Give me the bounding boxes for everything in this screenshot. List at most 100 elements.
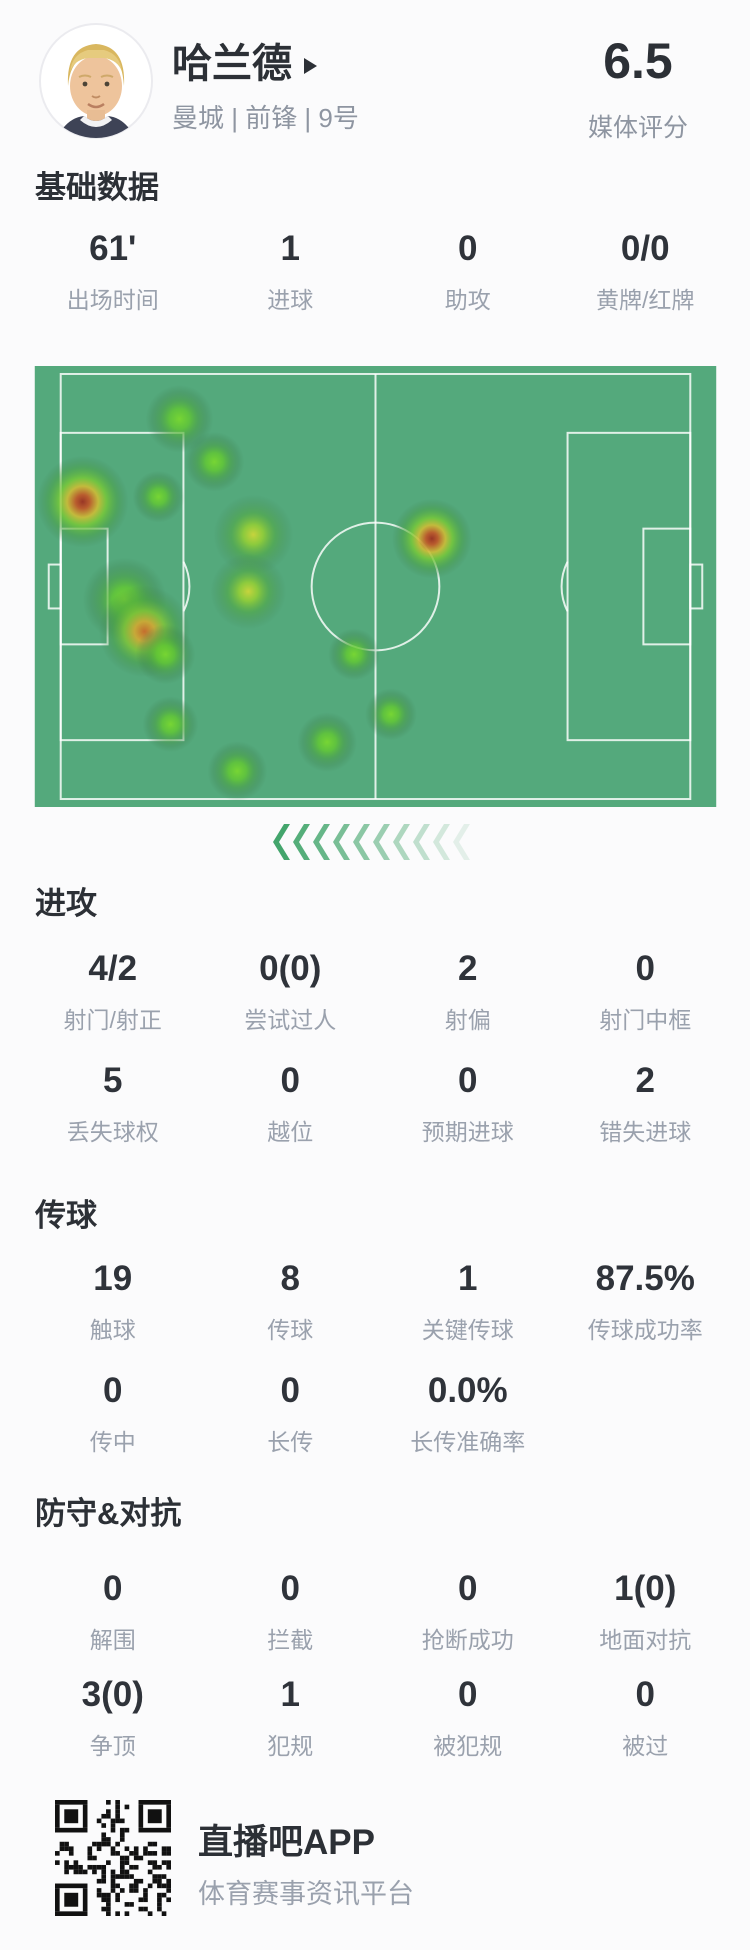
heat-blob [391, 498, 472, 579]
stat-label: 触球 [89, 1316, 136, 1343]
stat-label: 长传 [267, 1428, 314, 1455]
stat-label: 进球 [267, 286, 314, 313]
stat-cell: 2 错失进球 [557, 1061, 735, 1147]
stat-value: 0 [458, 229, 478, 268]
stat-value: 4/2 [88, 949, 138, 988]
stat-cell: 87.5% 传球成功率 [557, 1259, 735, 1345]
stat-cell: 0.0% 长传准确率 [379, 1371, 557, 1457]
player-name: 哈兰德 [172, 42, 292, 86]
stat-cell: 0 助攻 [379, 229, 557, 315]
rating-label: 媒体评分 [587, 114, 688, 142]
stat-cell: 1 进球 [202, 229, 380, 315]
stat-cell: 1 关键传球 [379, 1259, 557, 1345]
stat-cell: 0 抢断成功 [379, 1569, 557, 1655]
heat-blobs [36, 384, 472, 802]
chevron-left-icon [373, 824, 390, 860]
heat-blob [213, 494, 294, 575]
stat-label: 传球成功率 [587, 1316, 703, 1343]
stat-value: 0/0 [620, 229, 670, 268]
stat-cell: 0 传中 [24, 1371, 202, 1457]
section-title-passing: 传球 [35, 1198, 97, 1233]
stat-label: 长传准确率 [410, 1428, 526, 1455]
stat-value: 1 [280, 229, 300, 268]
stat-value: 61' [89, 229, 137, 268]
stat-label: 被过 [622, 1732, 669, 1759]
stat-label: 黄牌/红牌 [596, 286, 695, 313]
stat-value: 1(0) [614, 1569, 677, 1608]
stat-cell: 61' 出场时间 [24, 229, 202, 315]
heat-blob [365, 688, 417, 741]
stat-value: 8 [280, 1259, 300, 1298]
stat-cell: 0 越位 [202, 1061, 380, 1147]
attack-direction-arrows [270, 824, 476, 860]
chevron-left-icon [273, 824, 290, 860]
stat-value: 0.0% [427, 1371, 508, 1410]
chevron-left-icon [293, 824, 310, 860]
stat-cell: 1 犯规 [202, 1675, 380, 1761]
stat-label: 争顶 [89, 1732, 136, 1759]
player-name-row[interactable]: 哈兰德 [172, 44, 317, 84]
heat-blob [142, 696, 199, 753]
stat-cell: 1(0) 地面对抗 [557, 1569, 735, 1655]
stat-label: 传球 [267, 1316, 314, 1343]
stat-label: 出场时间 [66, 286, 159, 313]
heat-blob [210, 553, 287, 630]
stat-label: 拦截 [267, 1626, 314, 1653]
heat-blob [207, 741, 268, 802]
heat-blob [328, 628, 380, 681]
stat-value: 2 [635, 1061, 655, 1100]
stat-label: 射偏 [444, 1006, 491, 1033]
stat-value: 1 [458, 1259, 478, 1298]
section-title-defense: 防守&对抗 [35, 1496, 182, 1531]
stat-cell: 19 触球 [24, 1259, 202, 1345]
stat-value: 0 [103, 1371, 123, 1410]
passing-stats-row-1: 19 触球 8 传球 1 关键传球 87.5% 传球成功率 [24, 1259, 735, 1345]
player-avatar [38, 22, 154, 140]
section-title-attack: 进攻 [35, 886, 97, 921]
stat-cell: 0 被过 [557, 1675, 735, 1761]
stat-value: 0 [458, 1675, 478, 1714]
stat-value: 0(0) [259, 949, 322, 988]
attack-stats-row-1: 4/2 射门/射正 0(0) 尝试过人 2 射偏 0 射门中框 [24, 949, 734, 1035]
rating-value: 6.5 [603, 33, 673, 89]
chevron-left-icon [313, 824, 330, 860]
app-name: 直播吧APP [198, 1823, 375, 1862]
stat-label: 越位 [267, 1118, 314, 1145]
stat-cell: 0 被犯规 [379, 1675, 557, 1761]
stat-label: 错失进球 [599, 1118, 692, 1145]
chevron-left-icon [413, 824, 430, 860]
qr-code [55, 1800, 171, 1916]
chevron-left-icon [433, 824, 450, 860]
stat-value: 0 [458, 1569, 478, 1608]
stat-cell: 5 丢失球权 [24, 1061, 202, 1147]
stat-value: 0 [458, 1061, 478, 1100]
stat-value: 19 [93, 1259, 133, 1298]
chevron-left-icon [453, 824, 470, 860]
heatmap-pitch [34, 366, 717, 807]
stat-value: 0 [280, 1569, 300, 1608]
chevron-left-icon [393, 824, 410, 860]
stat-label: 传中 [89, 1428, 136, 1455]
stat-cell: 0/0 黄牌/红牌 [557, 229, 735, 315]
stat-label: 被犯规 [433, 1732, 503, 1759]
heat-blob [184, 431, 245, 492]
defense-stats-row-1: 0 解围 0 拦截 0 抢断成功 1(0) 地面对抗 [24, 1569, 735, 1655]
stat-cell: 2 射偏 [379, 949, 557, 1035]
heat-blob [36, 455, 129, 548]
stat-label: 解围 [89, 1626, 136, 1653]
stat-label: 射门中框 [599, 1006, 692, 1033]
stat-value: 3(0) [81, 1675, 144, 1714]
defense-stats-row-2: 3(0) 争顶 1 犯规 0 被犯规 0 被过 [24, 1675, 735, 1761]
stat-label: 地面对抗 [599, 1626, 692, 1653]
stat-label: 犯规 [267, 1732, 314, 1759]
stat-value: 0 [635, 1675, 655, 1714]
stat-value: 0 [635, 949, 655, 988]
stat-label: 助攻 [444, 286, 491, 313]
stat-value: 5 [103, 1061, 123, 1100]
stat-label: 尝试过人 [244, 1006, 337, 1033]
stat-label: 丢失球权 [66, 1118, 159, 1145]
stat-value: 0 [280, 1061, 300, 1100]
app-slogan: 体育赛事资讯平台 [198, 1879, 414, 1909]
stat-label: 预期进球 [421, 1118, 514, 1145]
